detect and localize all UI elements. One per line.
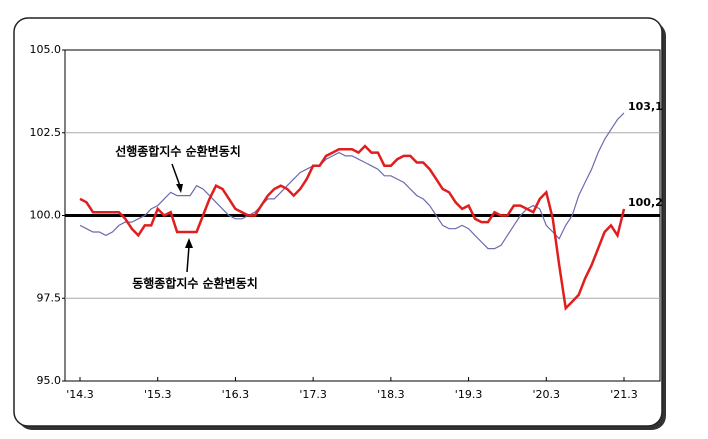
annotation: 동행종합지수 순환변동치	[132, 276, 258, 291]
frame	[13, 17, 663, 427]
x-tick-label: '20.3	[533, 388, 561, 401]
arrow	[186, 245, 190, 273]
x-tick-label: '21.3	[610, 388, 638, 401]
end-label: 103,1	[628, 100, 663, 113]
annotation: 선행종합지수 순환변동치	[115, 144, 241, 159]
arrow-head	[176, 184, 183, 193]
y-tick-label: 105.0	[30, 43, 62, 56]
series-line	[79, 144, 626, 311]
y-tick-label: 102.5	[30, 126, 62, 139]
end-label: 100,2	[628, 196, 663, 209]
y-tick-label: 100.0	[30, 209, 62, 222]
x-tick-label: '19.3	[455, 388, 483, 401]
y-tick-label: 97.5	[37, 291, 62, 304]
x-tick-label: '15.3	[144, 388, 172, 401]
y-tick-label: 95.0	[37, 374, 62, 387]
x-tick-label: '17.3	[299, 388, 327, 401]
arrow	[171, 163, 181, 187]
x-tick-label: '14.3	[66, 388, 94, 401]
x-tick-label: '16.3	[222, 388, 250, 401]
x-tick-label: '18.3	[377, 388, 405, 401]
series-line	[79, 112, 625, 250]
arrow-head	[185, 238, 193, 248]
